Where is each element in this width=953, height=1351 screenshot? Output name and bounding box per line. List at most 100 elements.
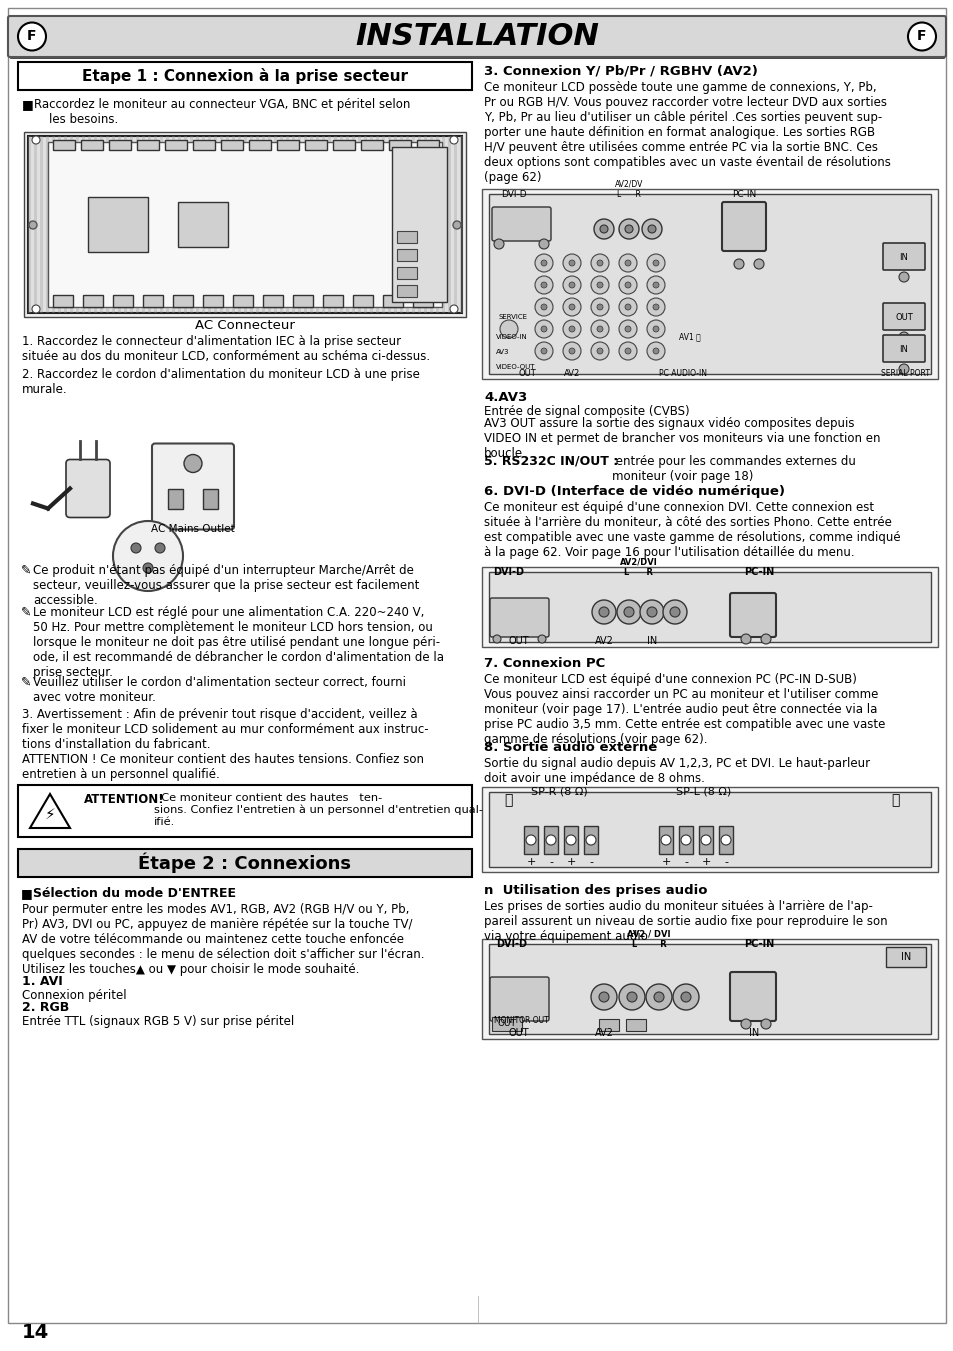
Circle shape — [624, 259, 630, 266]
Bar — [208, 136, 211, 313]
Bar — [659, 825, 672, 854]
Text: 🔊: 🔊 — [890, 793, 899, 807]
Text: PC-IN: PC-IN — [743, 567, 773, 577]
FancyBboxPatch shape — [882, 243, 924, 270]
Bar — [83, 295, 103, 307]
Bar — [203, 295, 223, 307]
Bar — [297, 136, 301, 313]
Bar — [492, 1017, 521, 1031]
Circle shape — [499, 320, 517, 338]
Text: Les prises de sorties audio du moniteur situées à l'arrière de l'ap-
pareil assu: Les prises de sorties audio du moniteur … — [483, 900, 886, 943]
Circle shape — [525, 835, 536, 844]
Circle shape — [494, 239, 503, 249]
Text: 8. Sortie audio externe: 8. Sortie audio externe — [483, 740, 657, 754]
Bar — [221, 141, 243, 150]
FancyBboxPatch shape — [729, 593, 775, 638]
Bar — [118, 136, 121, 313]
Circle shape — [647, 226, 656, 232]
Bar — [124, 136, 127, 313]
Bar — [81, 141, 103, 150]
Text: +: + — [660, 857, 670, 867]
Bar — [563, 825, 578, 854]
Text: -: - — [548, 857, 553, 867]
Circle shape — [680, 992, 690, 1002]
Bar — [109, 141, 131, 150]
Circle shape — [669, 607, 679, 617]
Text: 1. AVI: 1. AVI — [22, 975, 63, 988]
Bar — [82, 136, 85, 313]
Bar — [100, 136, 103, 313]
Circle shape — [618, 219, 639, 239]
Bar — [53, 295, 73, 307]
Circle shape — [618, 984, 644, 1011]
FancyBboxPatch shape — [729, 971, 775, 1021]
Bar — [142, 136, 145, 313]
Bar — [625, 1019, 645, 1031]
Text: AV2/DVI
L      R: AV2/DVI L R — [619, 558, 658, 577]
Bar — [448, 136, 451, 313]
Circle shape — [568, 259, 575, 266]
Circle shape — [599, 226, 607, 232]
Circle shape — [598, 607, 608, 617]
Bar — [315, 136, 318, 313]
Bar — [76, 136, 79, 313]
Circle shape — [562, 320, 580, 338]
Bar — [262, 136, 265, 313]
Bar — [232, 136, 234, 313]
Bar — [364, 136, 367, 313]
Text: n  Utilisation des prises audio: n Utilisation des prises audio — [483, 884, 707, 897]
Text: Ce moniteur LCD est équipé d'une connexion PC (PC-IN D-SUB)
Vous pouvez ainsi ra: Ce moniteur LCD est équipé d'une connexi… — [483, 673, 884, 746]
Bar — [423, 136, 427, 313]
Circle shape — [535, 320, 553, 338]
Circle shape — [590, 254, 608, 272]
Text: SERVICE: SERVICE — [498, 313, 527, 320]
FancyBboxPatch shape — [8, 16, 945, 57]
Text: ATTENTION!: ATTENTION! — [84, 793, 165, 807]
Text: 3. Connexion Y/ Pb/Pr / RGBHV (AV2): 3. Connexion Y/ Pb/Pr / RGBHV (AV2) — [483, 65, 757, 78]
Circle shape — [624, 304, 630, 309]
Bar — [394, 136, 396, 313]
Circle shape — [760, 634, 770, 644]
Circle shape — [565, 835, 576, 844]
Text: 5. RS232C IN/OUT :: 5. RS232C IN/OUT : — [483, 455, 618, 467]
Bar — [382, 295, 402, 307]
Bar — [255, 136, 258, 313]
Bar — [18, 62, 472, 91]
Bar — [396, 267, 416, 280]
Circle shape — [654, 992, 663, 1002]
Text: DVI-D: DVI-D — [493, 567, 524, 577]
Bar — [293, 295, 313, 307]
Bar — [310, 136, 313, 313]
Text: Entrée TTL (signaux RGB 5 V) sur prise péritel: Entrée TTL (signaux RGB 5 V) sur prise p… — [22, 1015, 294, 1028]
Circle shape — [740, 634, 750, 644]
Text: F: F — [916, 30, 925, 43]
Circle shape — [590, 984, 617, 1011]
Bar — [353, 295, 373, 307]
Circle shape — [453, 222, 460, 230]
Text: ■: ■ — [21, 888, 32, 900]
Circle shape — [29, 222, 37, 230]
Bar — [193, 141, 214, 150]
Text: Ce moniteur est équipé d'une connexion DVI. Cette connexion est
située à l'arriè: Ce moniteur est équipé d'une connexion D… — [483, 501, 900, 559]
Bar — [136, 136, 139, 313]
Bar — [388, 136, 391, 313]
Bar — [885, 947, 925, 967]
Circle shape — [568, 282, 575, 288]
Circle shape — [597, 326, 602, 332]
Bar — [48, 142, 441, 307]
Bar — [543, 825, 558, 854]
Bar — [305, 141, 327, 150]
Circle shape — [18, 23, 46, 50]
Text: AV2: AV2 — [594, 636, 613, 646]
Bar — [280, 136, 283, 313]
Bar — [333, 141, 355, 150]
Text: OUT: OUT — [497, 1020, 516, 1028]
Text: 2. RGB: 2. RGB — [22, 1001, 70, 1015]
Bar — [719, 825, 732, 854]
Bar — [360, 141, 382, 150]
Circle shape — [597, 304, 602, 309]
Text: Raccordez le moniteur au connecteur VGA, BNC et péritel selon
    les besoins.: Raccordez le moniteur au connecteur VGA,… — [34, 99, 410, 126]
Bar — [190, 136, 193, 313]
Circle shape — [660, 835, 670, 844]
Bar — [396, 231, 416, 243]
